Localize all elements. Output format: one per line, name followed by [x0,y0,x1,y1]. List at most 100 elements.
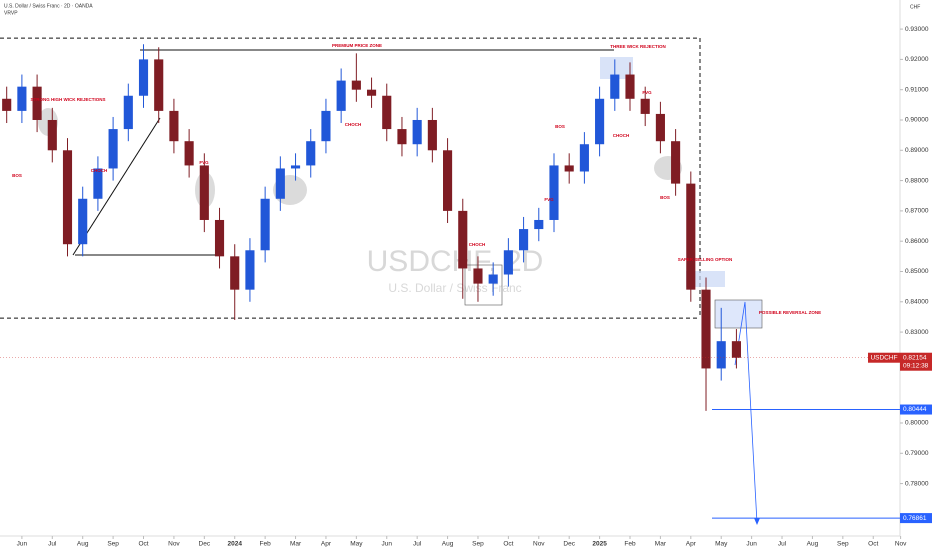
candle-body [245,250,255,290]
y-tick-label: 0.85000 [905,268,929,275]
y-tick-label: 0.86000 [905,238,929,245]
x-tick-label: Sep [837,541,849,548]
countdown: 09:12:38 [903,362,929,369]
y-tick-label: 0.78000 [905,480,929,487]
y-tick-label: 0.91000 [905,86,929,93]
annotation: FVG [642,90,652,95]
x-tick-label: Jun [746,541,757,548]
x-tick-label: Mar [655,541,667,548]
candle-body [62,150,73,245]
x-tick-label: Dec [563,541,575,548]
candle-body [640,98,650,114]
candle-body [78,198,88,245]
candle-body [47,119,57,151]
candle-body [230,256,240,290]
x-tick-label: Aug [442,541,454,548]
annotation: BOS [12,173,22,178]
x-tick-label: Jun [382,541,393,548]
x-tick-label: Jun [17,541,28,548]
candle-body [534,219,544,230]
x-tick-label: Jul [778,541,787,548]
x-tick-label: 2025 [592,541,607,548]
x-tick-label: Apr [686,541,697,548]
x-tick-label: Oct [138,541,148,548]
annotation: POSSIBLE REVERSAL ZONE [759,310,821,315]
y-tick-label: 0.87000 [905,208,929,215]
candle-body [549,165,559,220]
annotation: STRONG HIGH WICK REJECTIONS [30,97,105,102]
candle-body [275,168,285,199]
annotation: CHOCH [469,242,486,247]
candle-body [473,268,483,284]
candle-body [306,141,316,166]
candle-body [154,59,164,111]
candle-body [382,95,392,130]
x-tick-label: Mar [290,541,302,548]
candle-body [686,183,696,290]
currency-label: CHF [910,4,920,10]
candle-body [443,150,453,211]
annotation: FVG [199,160,209,165]
price-tag [900,513,932,524]
annotation: CHOCH [613,133,630,138]
price-tag-label: 0.82154 [903,354,927,361]
chart-title: U.S. Dollar / Swiss Franc · 2D · OANDA [4,3,93,9]
x-tick-label: May [350,541,363,548]
annotation: BOS [660,195,670,200]
candle-body [655,113,665,142]
symbol-tag [868,352,900,363]
candle-body [169,110,179,142]
y-tick-label: 0.90000 [905,117,929,124]
candle-body [2,98,12,111]
x-tick-label: Feb [624,541,636,548]
y-tick-label: 0.89000 [905,147,929,154]
x-tick-label: 2024 [227,541,242,548]
x-tick-label: Sep [472,541,484,548]
candle-body [671,141,681,184]
x-tick-label: Apr [321,541,332,548]
candle-body [595,98,605,145]
candle-body [427,119,437,151]
x-tick-label: Sep [107,541,119,548]
x-tick-label: Jul [413,541,422,548]
candle-body [199,165,209,220]
candle-body [564,165,574,172]
zone [686,271,725,287]
x-tick-label: Oct [503,541,513,548]
annotation: CHOCH [91,168,108,173]
candle-body [32,86,42,120]
trend-line [72,117,161,256]
candle-body [458,210,468,269]
candle-body [701,289,711,369]
annotation: SAFER SELLING OPTION [678,257,733,262]
watermark-subtitle: U.S. Dollar / Swiss Franc [388,281,521,295]
candle-body [610,74,620,99]
annotation: BOS [555,124,565,129]
y-tick-label: 0.83000 [905,329,929,336]
price-tag-label: 0.76861 [903,515,927,522]
x-tick-label: May [715,541,728,548]
y-tick-label: 0.84000 [905,299,929,306]
candle-body [731,341,741,358]
candle-body [321,110,331,142]
annotation: FVG [544,197,554,202]
candle-body [716,341,726,369]
candle-body [17,86,27,111]
price-tag [900,352,932,371]
reversal-zone [714,299,763,329]
x-tick-label: Nov [533,541,545,548]
x-tick-label: Nov [895,541,907,548]
candle-body [336,80,346,111]
x-tick-label: Aug [807,541,819,548]
annotation: CHOCH [345,122,362,127]
candle-body [625,74,635,99]
x-tick-label: Nov [168,541,180,548]
candle-body [138,59,149,96]
y-tick-label: 0.93000 [905,26,929,33]
y-tick-label: 0.88000 [905,177,929,184]
candle-body [93,168,103,199]
y-tick-label: 0.79000 [905,450,929,457]
candle-body [290,165,301,169]
annotation: PREMIUM PRICE ZONE [332,43,382,48]
candle-body [214,219,225,257]
